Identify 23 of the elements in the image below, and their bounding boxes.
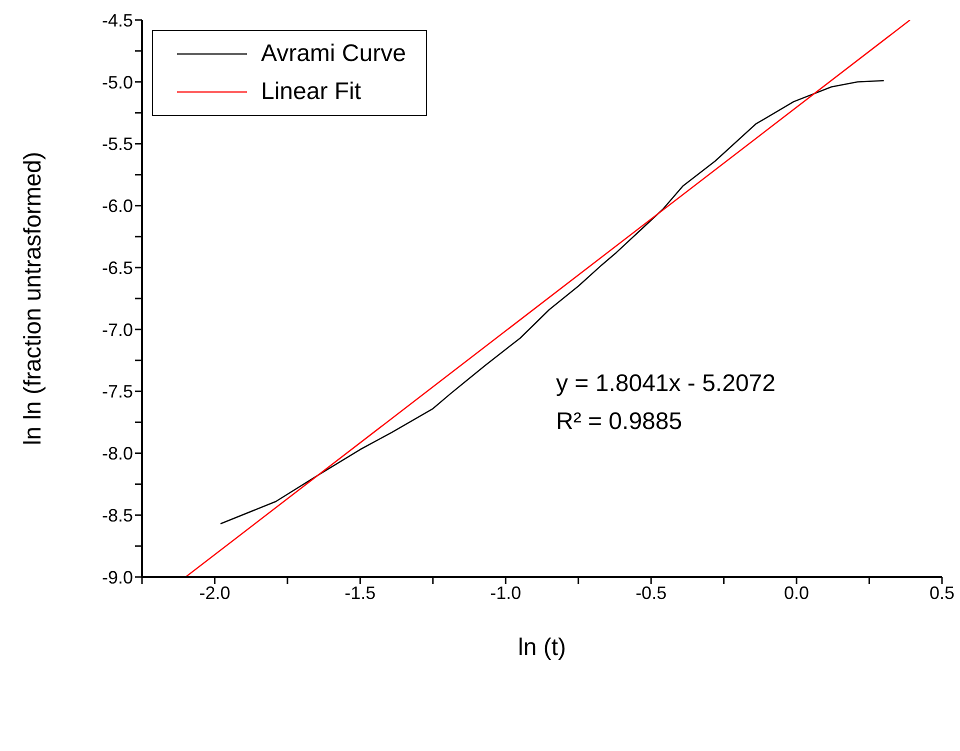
legend-label: Linear Fit: [261, 78, 362, 106]
x-tick-label: -2.0: [199, 582, 230, 603]
x-axis-title: ln (t): [518, 634, 566, 661]
line-series: [220, 80, 884, 524]
y-tick-label: -8.5: [102, 506, 133, 526]
annotation: R² = 0.9885: [556, 408, 682, 436]
y-tick-label: -6.5: [102, 258, 133, 278]
x-tick-label: 0.5: [929, 582, 955, 603]
annotation: y = 1.8041x - 5.2072: [556, 370, 776, 398]
y-tick-label: -7.0: [102, 320, 133, 340]
y-tick-label: -5.0: [102, 72, 133, 92]
y-tick-label: -5.5: [102, 134, 133, 154]
y-tick-label: -6.0: [102, 196, 133, 216]
x-tick-label: -0.5: [636, 582, 667, 603]
y-tick-label: -7.5: [102, 382, 133, 402]
y-tick-label: -4.5: [102, 10, 133, 30]
x-tick-label: -1.0: [490, 582, 522, 603]
legend-label: Avrami Curve: [261, 40, 406, 68]
x-tick-label: 0.0: [784, 582, 810, 603]
y-tick-label: -8.0: [102, 444, 133, 464]
y-tick-label: -9.0: [102, 567, 133, 588]
y-axis-title: ln ln (fraction untrasformed): [20, 152, 47, 446]
x-tick-label: -1.5: [344, 582, 376, 603]
